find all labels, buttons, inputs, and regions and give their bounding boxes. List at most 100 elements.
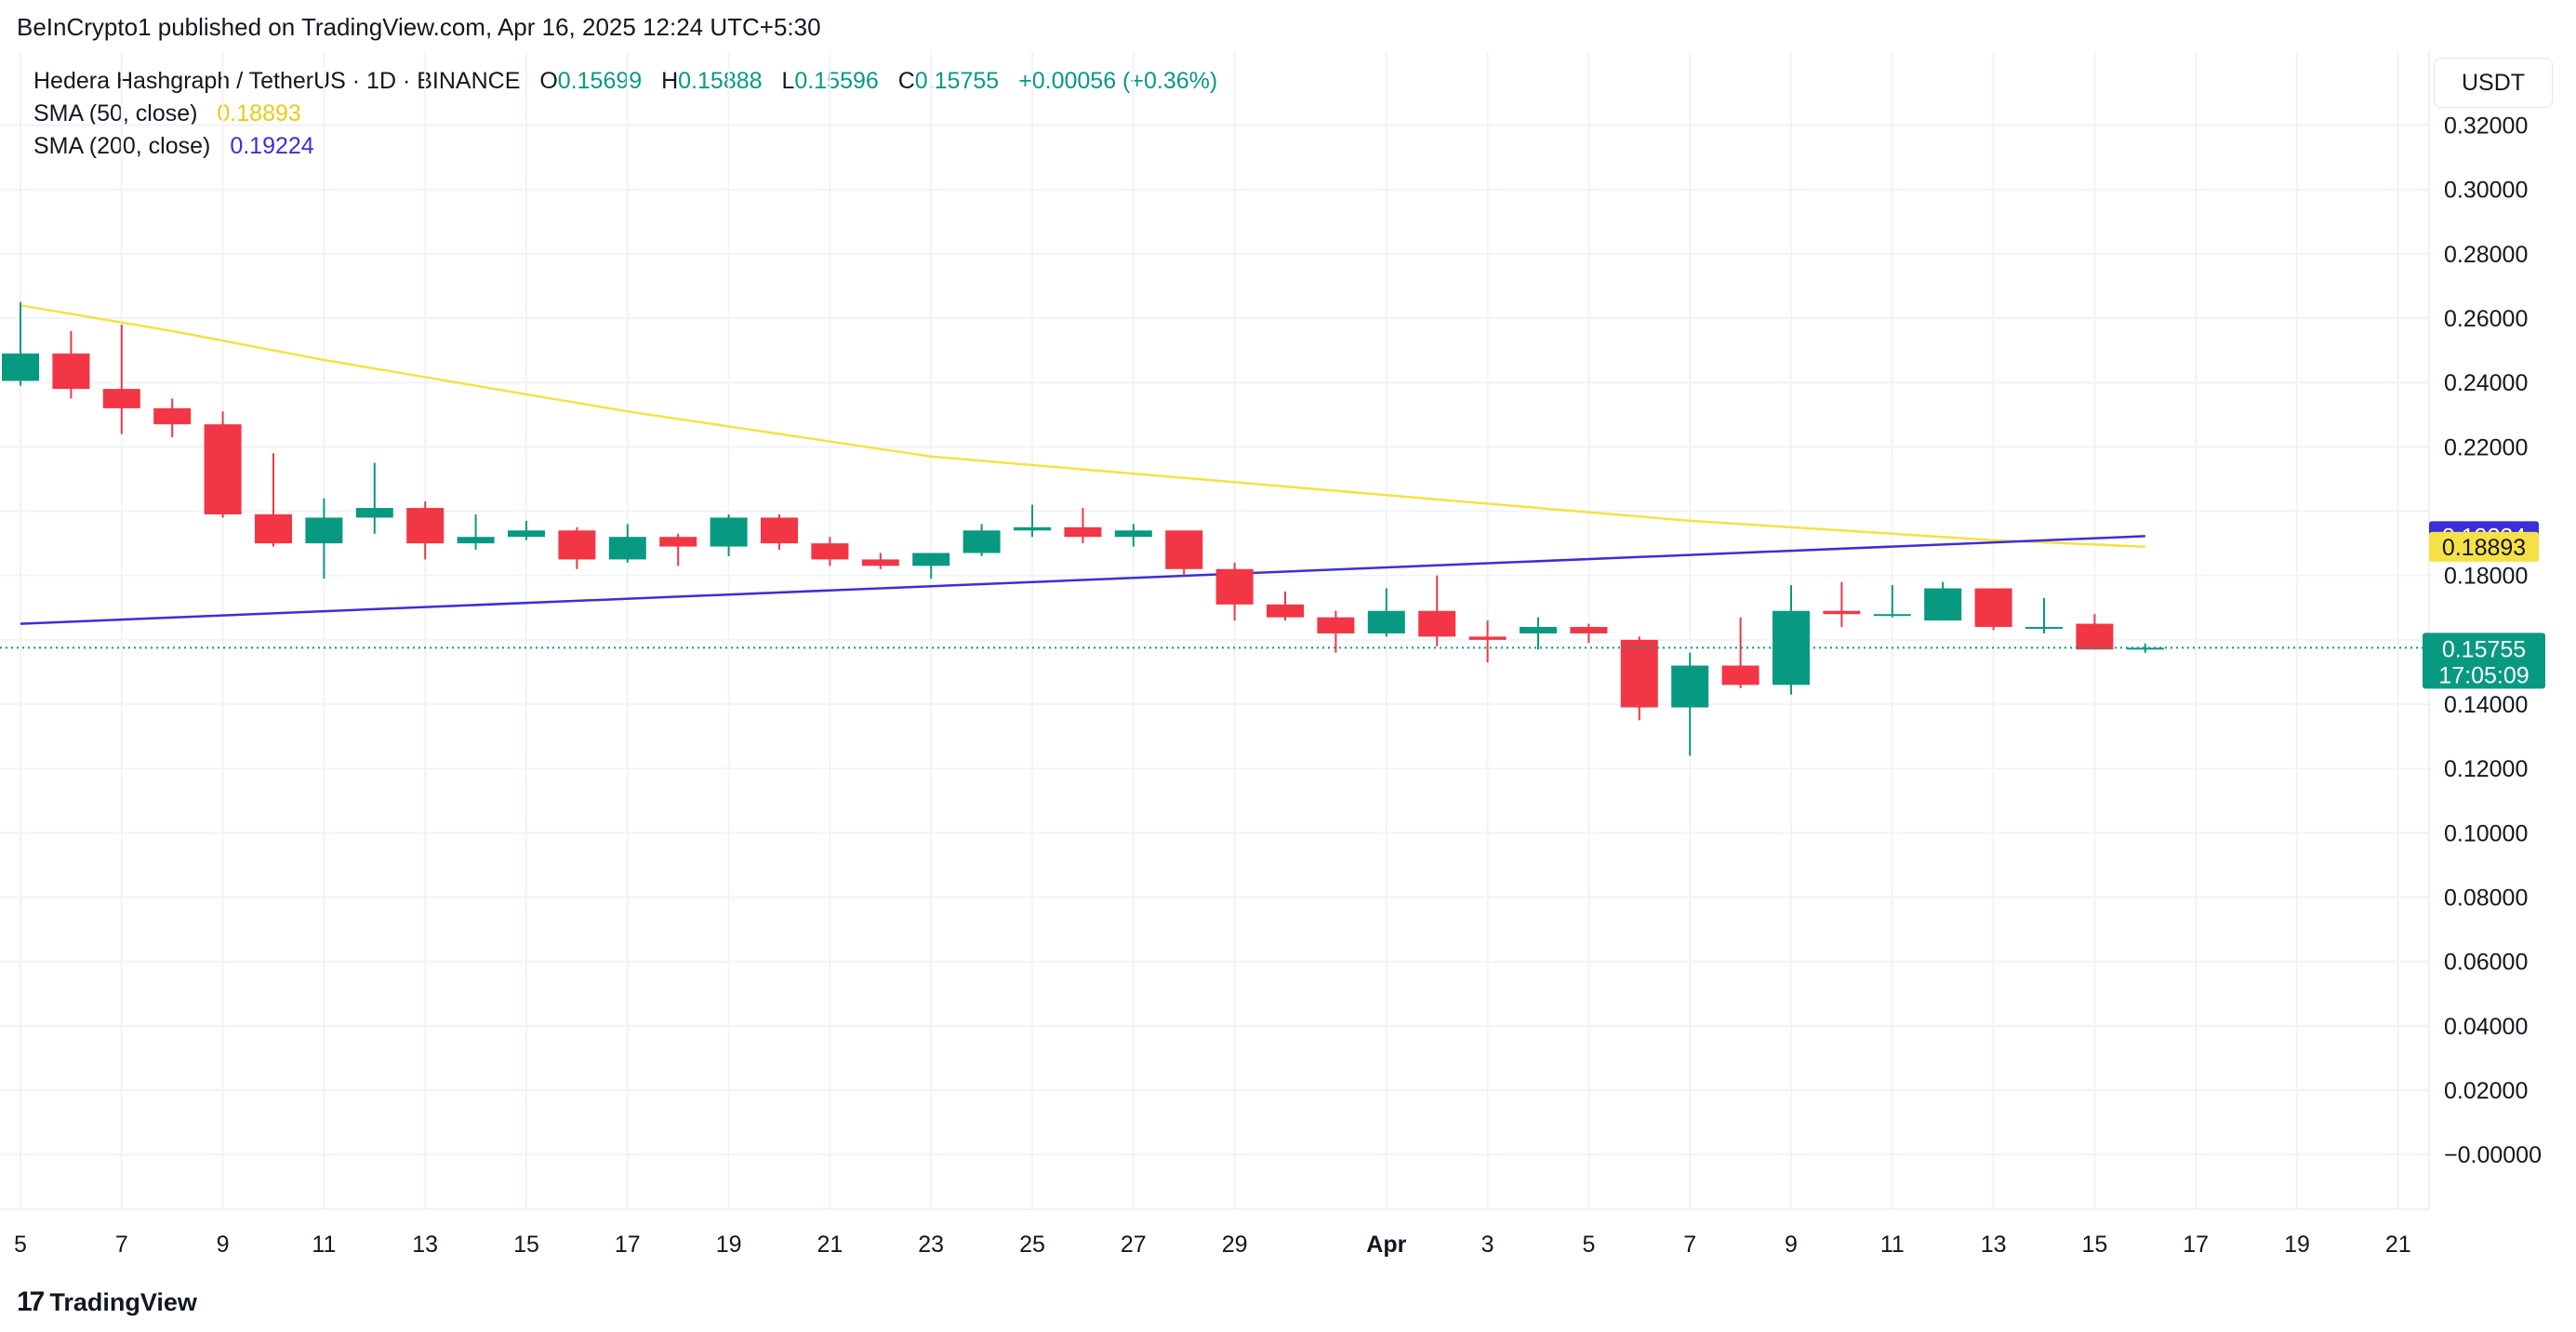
candle [355, 462, 393, 534]
candle-body [1924, 588, 1962, 621]
x-tick-label: 23 [918, 1232, 944, 1258]
x-tick-label: 29 [1222, 1232, 1248, 1258]
candle [2, 301, 39, 386]
open-label: O [539, 68, 558, 94]
candle-body [1165, 530, 1203, 569]
x-tick-label: 11 [1880, 1232, 1905, 1258]
high-label: H [661, 68, 679, 94]
x-tick-label: 9 [1785, 1232, 1798, 1258]
symbol-title[interactable]: Hedera Hashgraph / TetherUS · 1D · BINAN… [33, 68, 521, 94]
candle [2076, 614, 2114, 650]
sma50-legend-row[interactable]: SMA (50, close) 0.18893 [33, 98, 1230, 130]
candle-body [1367, 610, 1405, 633]
candle-body [355, 508, 393, 518]
sma-lines [20, 303, 2145, 625]
change-value: +0.00056 (+0.36%) [1018, 68, 1218, 94]
close-value: 0.15755 [914, 68, 1000, 94]
candle-body [558, 530, 596, 560]
low-label: L [781, 68, 795, 94]
x-tick-label: 25 [1019, 1232, 1045, 1258]
y-tick-label: 0.04000 [2444, 1014, 2528, 1040]
candle-body [2126, 647, 2164, 650]
sma-price-tag-bg [2429, 531, 2539, 562]
chart-legend: Hedera Hashgraph / TetherUS · 1D · BINAN… [33, 65, 1230, 163]
sma-price-tag: 0.18893 [2429, 531, 2539, 562]
candle [1721, 617, 1759, 688]
y-tick-label: 0.22000 [2444, 434, 2528, 460]
candle [1215, 562, 1254, 621]
candle-body [1468, 636, 1507, 640]
candle-body [406, 508, 445, 544]
candle-body [710, 517, 748, 547]
candle-body [204, 424, 242, 514]
sma200-line [20, 535, 2145, 625]
candle [1468, 620, 1507, 663]
candle-body [153, 407, 192, 425]
y-tick-label: 0.30000 [2444, 178, 2528, 204]
candle [1014, 504, 1051, 538]
candle-body [861, 559, 899, 566]
candle-body [912, 553, 950, 566]
x-tick-label: 5 [14, 1232, 27, 1258]
candle [1317, 610, 1355, 653]
candle [1773, 585, 1810, 695]
candle-body [52, 353, 90, 390]
candle [912, 553, 950, 579]
candle [204, 411, 242, 518]
x-tick-label: 17 [615, 1232, 641, 1258]
candle-body [1974, 588, 2012, 628]
y-tick-label: 0.06000 [2444, 950, 2528, 976]
y-tick-label: 0.10000 [2444, 820, 2528, 846]
candle-body [1014, 526, 1051, 531]
candle-body [2025, 627, 2063, 630]
candle [52, 330, 90, 399]
candle [1520, 617, 1557, 650]
high-value: 0.15888 [678, 68, 763, 94]
candle [1924, 581, 1962, 621]
candle-body [305, 517, 343, 544]
candle-body [1620, 639, 1658, 708]
x-tick-label: 15 [513, 1232, 539, 1258]
x-tick-label: 15 [2081, 1232, 2107, 1258]
candle-body [1873, 614, 1911, 617]
candle [2025, 597, 2063, 633]
candle-body [1671, 665, 1709, 708]
candle [811, 537, 849, 566]
candle-body [457, 537, 495, 544]
candle-body [1520, 627, 1557, 633]
candle [255, 453, 292, 547]
candle [406, 501, 445, 560]
candle-body [1570, 627, 1608, 633]
candle-body [1267, 604, 1304, 618]
grid [0, 51, 2430, 1210]
price-axis[interactable]: 0.32000 0.30000 0.28000 0.26000 0.24000 0.220… [2444, 113, 2542, 1169]
candle [1114, 524, 1152, 547]
candle [2126, 643, 2164, 653]
candle [1873, 585, 1911, 618]
tradingview-logo-icon: 17 [17, 1286, 45, 1317]
x-tick-label: 7 [115, 1232, 128, 1258]
tradingview-logo[interactable]: 17 TradingView [17, 1286, 197, 1318]
candles [2, 301, 2164, 756]
x-tick-label: 19 [2284, 1232, 2310, 1258]
x-tick-label: 7 [1683, 1232, 1696, 1258]
time-axis[interactable]: 5 7 9 11 13 15 17 19 21 23 25 27 29 Apr 3 5 7 9 11 13 15 17 19… [14, 1232, 2411, 1258]
candle-body [255, 514, 292, 544]
candle-body [2076, 623, 2114, 650]
candle-body [811, 543, 849, 560]
candle-body [659, 537, 697, 547]
candle [963, 524, 1001, 556]
publisher-line: BeInCrypto1 published on TradingView.com… [17, 13, 821, 41]
candle [102, 324, 140, 434]
currency-selector[interactable]: USDT [2434, 58, 2553, 108]
y-tick-label: −0.00000 [2444, 1142, 2542, 1168]
candle-body [1064, 526, 1102, 538]
candle-body [1114, 530, 1152, 538]
y-tick-label: 0.02000 [2444, 1078, 2528, 1104]
x-tick-label: 21 [817, 1232, 843, 1258]
close-label: C [897, 68, 915, 94]
x-tick-label: 17 [2183, 1232, 2209, 1258]
